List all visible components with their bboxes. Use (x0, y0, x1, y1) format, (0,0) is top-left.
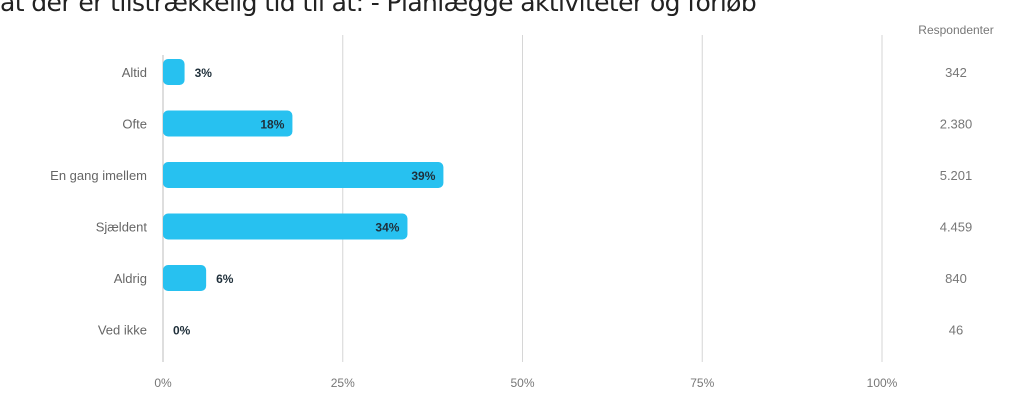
category-label: Aldrig (114, 271, 147, 286)
x-tick-label: 100% (867, 376, 898, 390)
value-label: 6% (216, 272, 234, 286)
x-tick-label: 25% (331, 376, 355, 390)
respondents-count: 46 (949, 323, 963, 338)
bar (163, 265, 207, 291)
chart-title: at der er tilstrækkelig tid til at: - Pl… (0, 0, 757, 17)
x-tick-label: 50% (510, 376, 534, 390)
respondents-count: 4.459 (940, 220, 973, 235)
x-tick-label: 75% (690, 376, 714, 390)
labels: 0% 25% 50% 75% 100% Respondenter Altid 3% 342 Oft… (50, 23, 994, 390)
category-label: Ofte (122, 117, 147, 132)
value-label: 34% (375, 221, 399, 235)
bar (163, 213, 408, 240)
bar (163, 59, 185, 85)
gridlines (162, 35, 883, 362)
respondents-count: 5.201 (940, 168, 973, 183)
respondents-count: 840 (945, 271, 967, 286)
category-label: Ved ikke (98, 323, 147, 338)
value-label: 18% (260, 118, 284, 132)
respondents-count: 342 (945, 65, 967, 80)
bar (163, 162, 444, 188)
value-label: 3% (195, 66, 213, 80)
value-label: 39% (411, 169, 435, 183)
value-label: 0% (173, 324, 191, 338)
category-label: En gang imellem (50, 168, 147, 183)
respondents-count: 2.380 (940, 117, 973, 132)
category-label: Sjældent (96, 220, 148, 235)
category-label: Altid (122, 65, 147, 80)
x-tick-label: 0% (154, 376, 172, 390)
respondents-header: Respondenter (918, 23, 993, 37)
bar (163, 110, 293, 137)
bars (163, 59, 444, 291)
